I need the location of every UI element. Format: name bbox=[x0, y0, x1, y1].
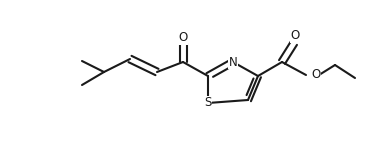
Text: O: O bbox=[178, 31, 188, 44]
Text: S: S bbox=[204, 97, 212, 109]
Text: N: N bbox=[229, 56, 237, 68]
Text: O: O bbox=[311, 68, 320, 82]
Text: O: O bbox=[290, 29, 300, 42]
